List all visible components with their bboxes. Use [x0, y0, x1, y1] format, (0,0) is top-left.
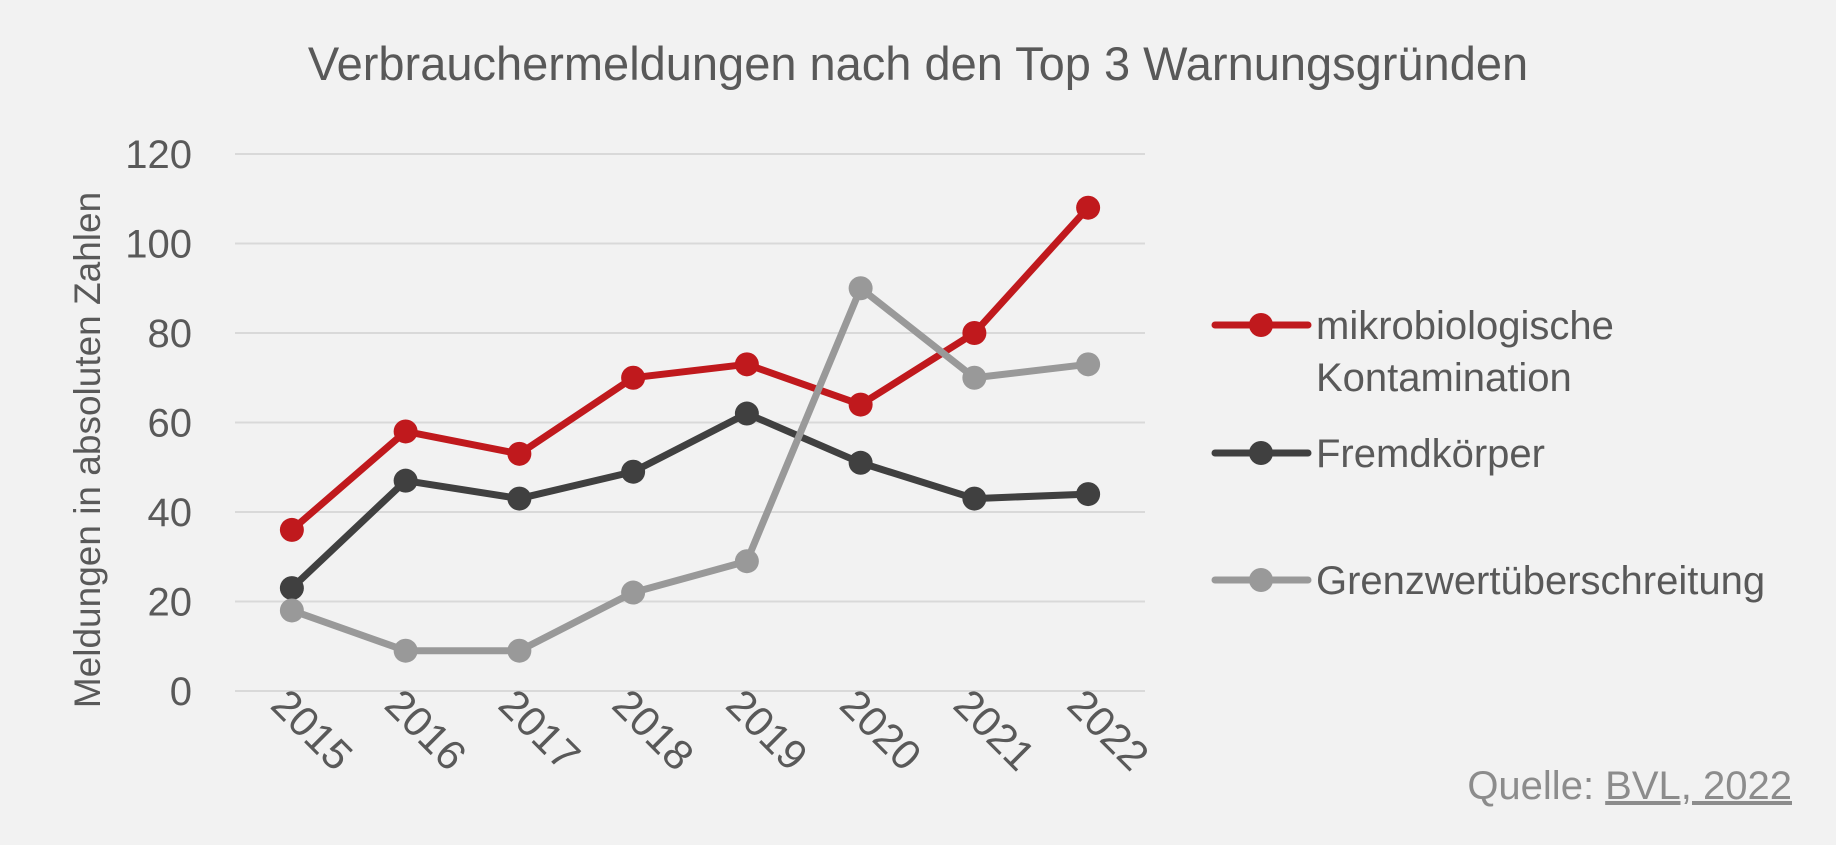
- y-tick-label: 80: [148, 312, 193, 356]
- x-tick-label: 2015: [262, 680, 361, 779]
- y-tick-label: 60: [148, 402, 193, 446]
- x-tick-label: 2021: [945, 680, 1044, 779]
- source-note: Quelle: BVL, 2022: [1467, 764, 1792, 809]
- x-tick-label: 2016: [376, 680, 475, 779]
- legend: mikrobiologische Kontamination Fremdkörper…: [1211, 304, 1765, 603]
- x-tick-labels: 2015 2016 2017 2018 2019 2020 2021 2022: [262, 680, 1158, 779]
- x-tick-label: 2018: [604, 680, 703, 779]
- y-tick-label: 40: [148, 491, 193, 535]
- data-point: [734, 401, 759, 426]
- data-point: [962, 486, 987, 511]
- data-point: [848, 392, 873, 417]
- legend-label: Kontamination: [1316, 356, 1572, 400]
- series-line: [288, 204, 1092, 534]
- data-point: [279, 598, 304, 623]
- data-point: [393, 419, 418, 444]
- y-axis-label: Meldungen in absoluten Zahlen: [67, 192, 108, 708]
- x-tick-label: 2020: [831, 680, 930, 779]
- data-point: [734, 549, 759, 574]
- chart-title: Verbrauchermeldungen nach den Top 3 Warn…: [308, 37, 1528, 90]
- data-point: [507, 441, 532, 466]
- legend-marker: [1249, 313, 1273, 337]
- data-point: [393, 468, 418, 493]
- data-point: [507, 486, 532, 511]
- data-point: [279, 576, 304, 601]
- series-line: [288, 284, 1092, 655]
- data-point: [1076, 195, 1101, 220]
- data-point: [393, 638, 418, 663]
- data-point: [1076, 482, 1101, 507]
- data-point: [848, 450, 873, 475]
- data-point: [621, 365, 646, 390]
- gridlines: [235, 153, 1145, 692]
- data-point: [621, 580, 646, 605]
- legend-marker: [1249, 568, 1273, 592]
- y-tick-label: 0: [170, 670, 192, 714]
- data-point: [848, 276, 873, 301]
- x-tick-label: 2022: [1059, 680, 1158, 779]
- legend-label: Grenzwertüberschreitung: [1316, 559, 1765, 603]
- source-prefix: Quelle:: [1467, 764, 1606, 808]
- y-tick-labels: 0 20 40 60 80 100 120: [125, 133, 192, 714]
- x-tick-label: 2017: [490, 680, 589, 779]
- data-point: [621, 459, 646, 484]
- legend-label: mikrobiologische: [1316, 304, 1614, 348]
- legend-marker: [1249, 441, 1273, 465]
- series-line: [288, 410, 1092, 592]
- data-point: [279, 517, 304, 542]
- y-tick-label: 120: [125, 133, 192, 177]
- data-point: [962, 365, 987, 390]
- data-point: [507, 638, 532, 663]
- data-point: [1076, 352, 1101, 377]
- data-point: [962, 321, 987, 345]
- data-point: [734, 352, 759, 377]
- source-link[interactable]: BVL, 2022: [1605, 764, 1792, 808]
- y-tick-label: 20: [148, 581, 193, 625]
- legend-label: Fremdkörper: [1316, 432, 1545, 476]
- x-tick-label: 2019: [717, 680, 816, 779]
- y-tick-label: 100: [125, 223, 192, 267]
- series-lines: [279, 195, 1101, 663]
